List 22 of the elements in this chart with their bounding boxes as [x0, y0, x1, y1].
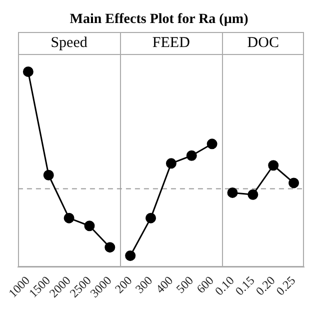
point [64, 212, 74, 224]
point [43, 170, 54, 180]
point [104, 242, 116, 253]
text: Speed [50, 34, 88, 53]
point [166, 158, 176, 169]
point [227, 187, 238, 198]
point [22, 66, 34, 77]
point [248, 189, 258, 200]
x-tick-label: 500 [173, 273, 196, 296]
x-tick-label: 300 [132, 273, 156, 296]
text: FEED [151, 34, 191, 53]
chart-title: Main Effects Plot for Ra (µm) [68, 11, 250, 29]
text: DOC [246, 34, 280, 53]
point [268, 160, 279, 171]
point [186, 150, 197, 161]
point [206, 138, 218, 150]
point [288, 178, 300, 188]
point [146, 212, 156, 224]
point [125, 250, 136, 261]
x-tick-label: 200 [112, 273, 135, 296]
x-tick-label: 400 [152, 273, 176, 296]
point [84, 220, 95, 232]
